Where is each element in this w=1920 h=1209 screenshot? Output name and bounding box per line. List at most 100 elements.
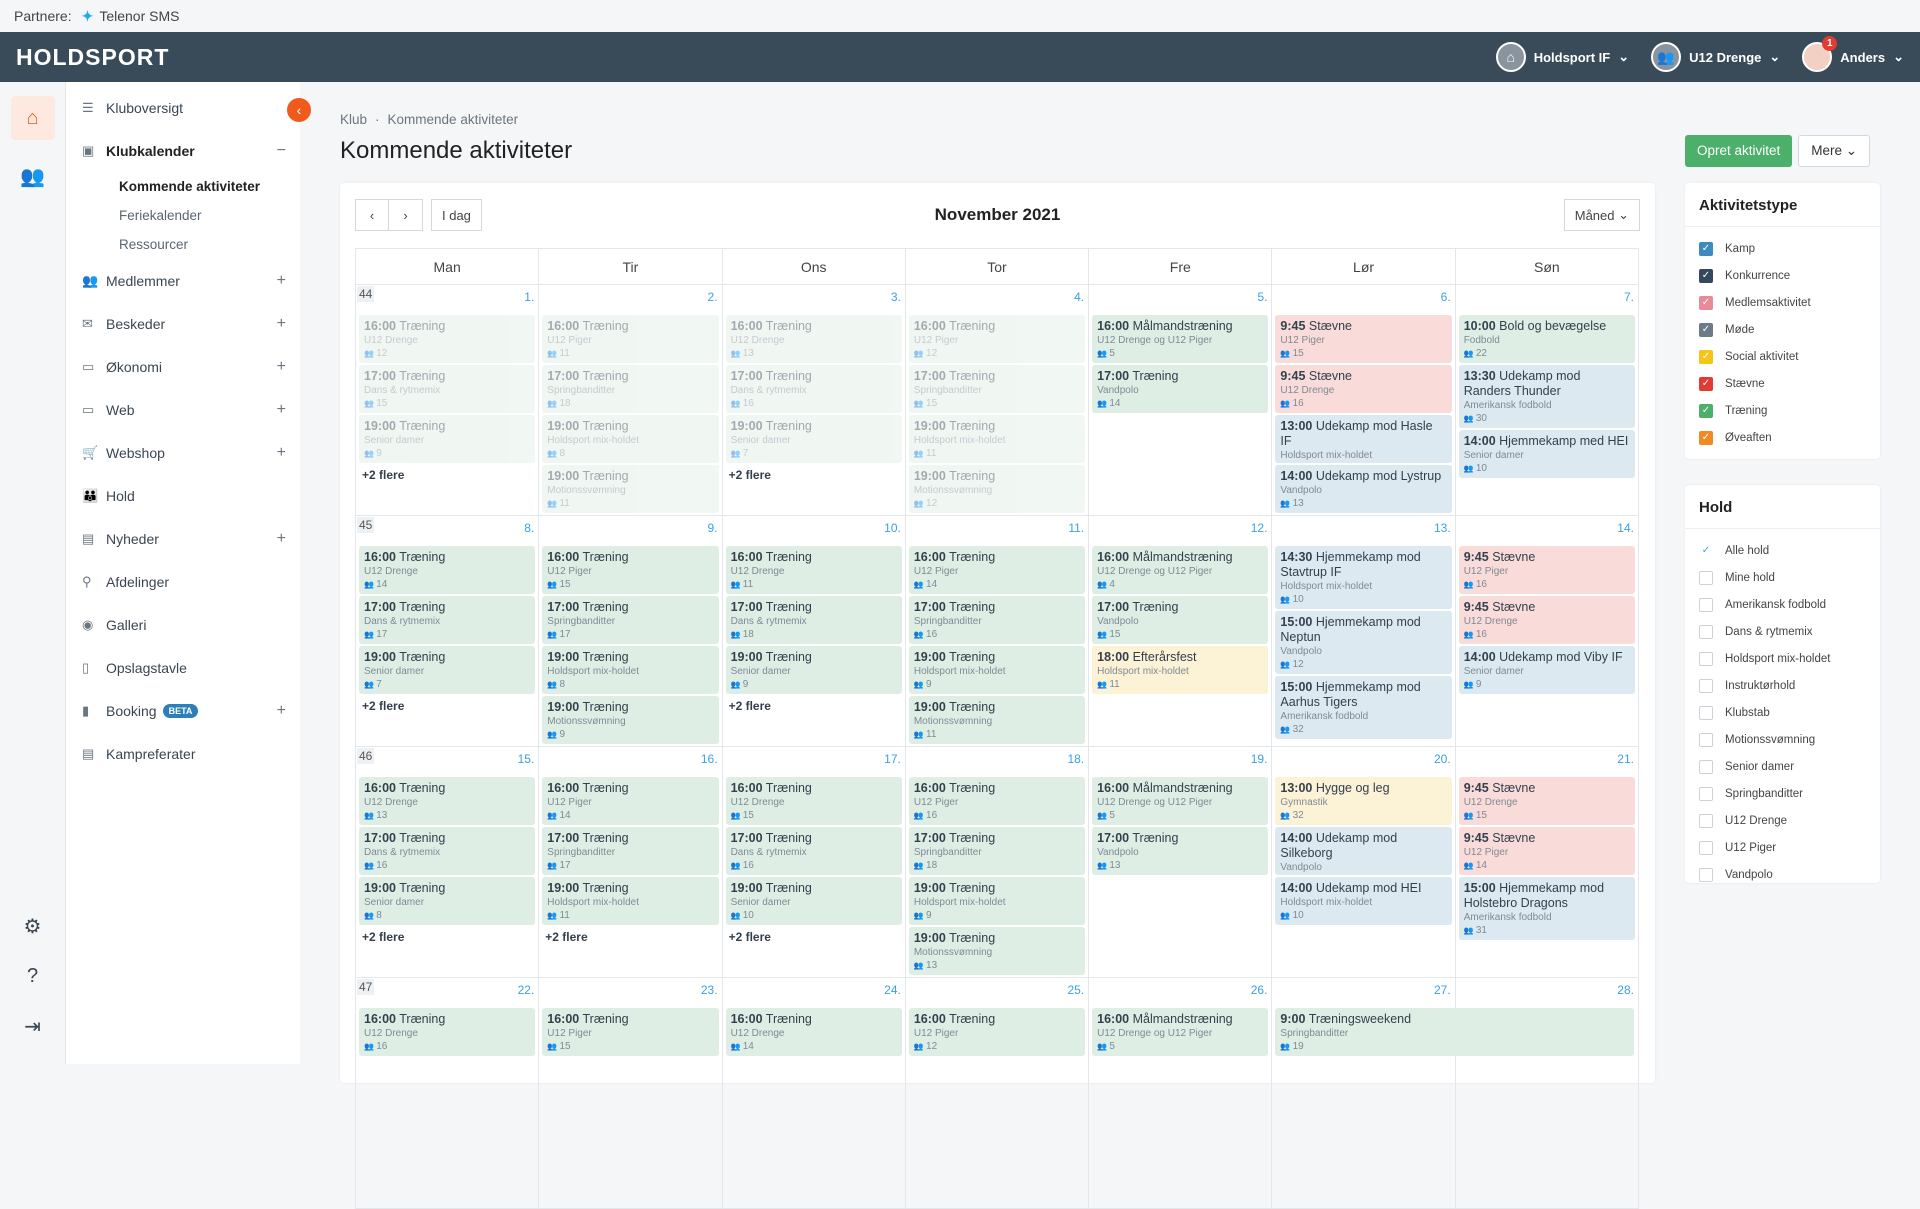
checkbox[interactable] <box>1699 840 1713 855</box>
day-cell[interactable]: 27. 9:00 Træningsweekend Springbanditter 👥 … <box>1272 978 1634 1208</box>
day-number[interactable]: 23. <box>700 983 718 997</box>
calendar-event[interactable]: 19:00 Træning Motionssvømning 👥 12 <box>908 465 1086 513</box>
calendar-event[interactable]: 19:00 Træning Holdsport mix-holdet 👥 9 <box>908 877 1086 925</box>
calendar-event[interactable]: 19:00 Træning Motionssvømning 👥 11 <box>542 465 719 513</box>
calendar-event[interactable]: 17:00 Træning Dans & rytmemix 👥 16 <box>359 827 536 875</box>
create-activity-button[interactable]: Opret aktivitet <box>1685 135 1793 167</box>
calendar-event[interactable]: 19:00 Træning Senior damer 👥 7 <box>359 646 536 694</box>
calendar-event[interactable]: 19:00 Træning Motionssvømning 👥 9 <box>542 696 719 744</box>
day-cell[interactable]: 18. 16:00 Træning U12 Piger 👥 16 17:00 Træni… <box>906 747 1090 977</box>
more-events-link[interactable]: +2 flere <box>362 930 405 944</box>
help-icon[interactable]: ? <box>26 964 39 987</box>
day-number[interactable]: 27. <box>1434 983 1451 997</box>
calendar-event[interactable]: 17:00 Træning Springbanditter 👥 17 <box>542 596 719 644</box>
calendar-event[interactable]: 19:00 Træning Holdsport mix-holdet 👥 8 <box>542 646 719 694</box>
day-number[interactable]: 15. <box>517 752 535 766</box>
day-cell[interactable]: 4. 16:00 Træning U12 Piger 👥 12 17:00 Trænin… <box>906 285 1090 515</box>
calendar-event[interactable]: 13:30 Udekamp mod Randers Thunder Amerika… <box>1458 365 1635 428</box>
calendar-event[interactable]: 14:00 Udekamp mod Lystrup Vandpolo 👥 13 <box>1275 465 1452 513</box>
calendar-event[interactable]: 17:00 Træning Dans & rytmemix 👥 16 <box>725 827 902 875</box>
sidebar-item-booking[interactable]: ▮ Booking BETA + <box>66 689 300 732</box>
checkbox[interactable] <box>1699 570 1713 585</box>
calendar-event[interactable]: 9:45 Stævne U12 Piger 👥 14 <box>1458 827 1635 875</box>
checkbox[interactable] <box>1699 624 1713 639</box>
day-cell[interactable]: 46 15. 16:00 Træning U12 Drenge 👥 13 17:00 Tr… <box>356 747 540 977</box>
calendar-event[interactable]: 16:00 Målmandstræning U12 Drenge og U12 P… <box>1092 546 1269 594</box>
day-cell[interactable]: 10. 16:00 Træning U12 Drenge 👥 11 17:00 Træn… <box>723 516 906 746</box>
calendar-event[interactable]: 9:00 Træningsweekend Springbanditter 👥 19 <box>1275 1008 1634 1056</box>
club-switcher[interactable]: ⌂ Holdsport IF ⌄ <box>1495 42 1629 72</box>
calendar-event[interactable]: 9:45 Stævne U12 Piger 👥 16 <box>1458 546 1635 594</box>
checkbox[interactable]: ✓ <box>1699 403 1713 418</box>
calendar-event[interactable]: 17:00 Træning Springbanditter 👥 18 <box>542 365 719 413</box>
calendar-event[interactable]: 16:00 Træning U12 Drenge 👥 16 <box>359 1008 536 1056</box>
checkbox[interactable] <box>1699 732 1713 747</box>
calendar-event[interactable]: 17:00 Træning Dans & rytmemix 👥 18 <box>725 596 902 644</box>
calendar-event[interactable]: 16:00 Træning U12 Piger 👥 16 <box>908 777 1086 825</box>
more-events-link[interactable]: +2 flere <box>728 468 771 482</box>
filter-option[interactable]: ✓ Medlemsaktivitet <box>1685 289 1880 316</box>
filter-option[interactable]: Amerikansk fodbold <box>1685 591 1880 618</box>
calendar-event[interactable]: 16:00 Træning U12 Drenge 👥 14 <box>359 546 536 594</box>
day-number[interactable]: 1. <box>524 290 535 304</box>
day-cell[interactable]: 25. 16:00 Træning U12 Piger 👥 12 <box>906 978 1090 1208</box>
view-select[interactable]: Måned ⌄ <box>1563 199 1640 231</box>
day-number[interactable]: 22. <box>517 983 535 997</box>
expand-icon[interactable]: + <box>276 314 286 332</box>
calendar-event[interactable]: 9:45 Stævne U12 Drenge 👥 16 <box>1275 365 1452 413</box>
calendar-event[interactable]: 16:00 Træning U12 Drenge 👥 15 <box>725 777 902 825</box>
sidebar-item-webshop[interactable]: 🛒 Webshop + <box>66 431 300 474</box>
calendar-event[interactable]: 9:45 Stævne U12 Piger 👥 15 <box>1275 315 1452 363</box>
sidebar-item-opslagstavle[interactable]: ▯ Opslagstavle <box>66 646 300 689</box>
sidebar-item-hold[interactable]: 👪 Hold <box>66 474 300 517</box>
day-cell[interactable]: 2. 16:00 Træning U12 Piger 👥 11 17:00 Trænin… <box>539 285 723 515</box>
day-cell[interactable]: 19. 16:00 Målmandstræning U12 Drenge og U1… <box>1089 747 1273 977</box>
sidebar-item-medlemmer[interactable]: 👥 Medlemmer + <box>66 259 300 302</box>
day-number[interactable]: 16. <box>700 752 718 766</box>
next-month-button[interactable]: › <box>389 199 423 231</box>
calendar-event[interactable]: 16:00 Træning U12 Drenge 👥 14 <box>725 1008 902 1056</box>
team-switcher[interactable]: 👥 U12 Drenge ⌄ <box>1651 42 1780 72</box>
sidebar-item-økonomi[interactable]: ▭ Økonomi + <box>66 345 300 388</box>
day-number[interactable]: 20. <box>1434 752 1451 766</box>
day-number[interactable]: 13. <box>1434 521 1451 535</box>
calendar-event[interactable]: 19:00 Træning Holdsport mix-holdet 👥 11 <box>542 877 719 925</box>
day-number[interactable]: 19. <box>1250 752 1268 766</box>
day-cell[interactable]: 24. 16:00 Træning U12 Drenge 👥 14 <box>723 978 906 1208</box>
filter-option[interactable]: ✓ Konkurrence <box>1685 262 1880 289</box>
more-events-link[interactable]: +2 flere <box>728 699 771 713</box>
filter-option[interactable]: ✓ Kamp <box>1685 235 1880 262</box>
calendar-event[interactable]: 13:00 Udekamp mod Hasle IF Holdsport mix-… <box>1275 415 1452 463</box>
sidebar-subitem[interactable]: Kommende aktiviteter <box>119 179 261 194</box>
calendar-event[interactable]: 15:00 Hjemmekamp mod Aarhus Tigers Amerik… <box>1275 676 1452 739</box>
checkbox[interactable] <box>1699 651 1713 666</box>
calendar-event[interactable]: 16:00 Træning U12 Piger 👥 14 <box>908 546 1086 594</box>
checkbox[interactable] <box>1699 705 1713 720</box>
calendar-event[interactable]: 19:00 Træning Motionssvømning 👥 13 <box>908 927 1086 975</box>
filter-option[interactable]: ✓ Alle hold <box>1685 537 1880 564</box>
day-cell[interactable]: 12. 16:00 Målmandstræning U12 Drenge og U1… <box>1089 516 1273 746</box>
calendar-event[interactable]: 16:00 Træning U12 Drenge 👥 13 <box>359 777 536 825</box>
day-cell[interactable]: 20. 13:00 Hygge og leg Gymnastik 👥 32 14:00 … <box>1272 747 1456 977</box>
checkbox[interactable]: ✓ <box>1699 376 1713 391</box>
sidebar-item-klubkalender[interactable]: ▣ Klubkalender − <box>66 129 300 172</box>
expand-icon[interactable]: + <box>276 529 286 547</box>
checkbox[interactable] <box>1699 786 1713 801</box>
filter-option[interactable]: Holdsport mix-holdet <box>1685 645 1880 672</box>
day-cell[interactable]: 17. 16:00 Træning U12 Drenge 👥 15 17:00 Træn… <box>723 747 906 977</box>
sidebar-item-galleri[interactable]: ◉ Galleri <box>66 603 300 646</box>
calendar-event[interactable]: 16:00 Målmandstræning U12 Drenge og U12 P… <box>1092 1008 1269 1056</box>
calendar-event[interactable]: 17:00 Træning Dans & rytmemix 👥 17 <box>359 596 536 644</box>
calendar-event[interactable]: 16:00 Målmandstræning U12 Drenge og U12 P… <box>1092 315 1269 363</box>
team-icon[interactable]: 👥 <box>20 165 45 188</box>
calendar-event[interactable]: 10:00 Bold og bevægelse Fodbold 👥 22 <box>1458 315 1635 363</box>
checkbox[interactable] <box>1699 678 1713 693</box>
day-number[interactable]: 6. <box>1440 290 1451 304</box>
day-cell[interactable]: 9. 16:00 Træning U12 Piger 👥 15 17:00 Trænin… <box>539 516 723 746</box>
calendar-event[interactable]: 17:00 Træning Vandpolo 👥 13 <box>1092 827 1269 875</box>
home-icon[interactable]: ⌂ <box>10 96 55 140</box>
calendar-event[interactable]: 16:00 Målmandstræning U12 Drenge og U12 P… <box>1092 777 1269 825</box>
calendar-event[interactable]: 19:00 Træning Senior damer 👥 10 <box>725 877 902 925</box>
calendar-event[interactable]: 9:45 Stævne U12 Drenge 👥 15 <box>1458 777 1635 825</box>
